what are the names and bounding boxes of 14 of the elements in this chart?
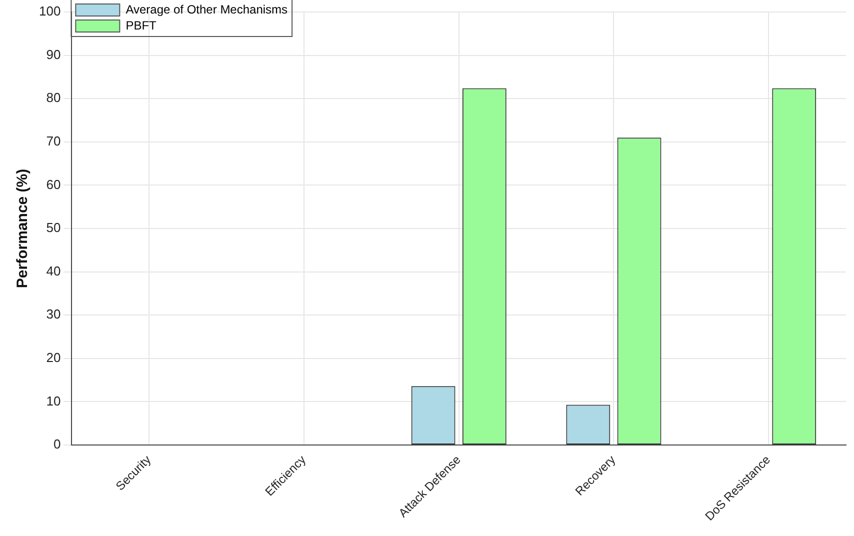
y-tick-label: 20 <box>46 350 61 365</box>
y-tick-label: 80 <box>46 90 61 106</box>
legend-label: Average of Other Mechanisms <box>126 2 288 16</box>
y-tick-label: 0 <box>53 436 61 452</box>
y-tick-label: 30 <box>46 306 61 322</box>
y-tick-label: 60 <box>46 176 61 192</box>
y-tick-label: 40 <box>46 263 61 278</box>
y-tick-label: 100 <box>38 4 61 19</box>
y-tick-label: 70 <box>46 133 61 148</box>
y-tick-label: 50 <box>46 220 61 236</box>
y-tick-label: 10 <box>46 393 61 408</box>
legend-label: PBFT <box>126 18 158 32</box>
y-tick-label: 90 <box>46 46 61 62</box>
y-axis-title: Performance (%) <box>14 168 32 288</box>
